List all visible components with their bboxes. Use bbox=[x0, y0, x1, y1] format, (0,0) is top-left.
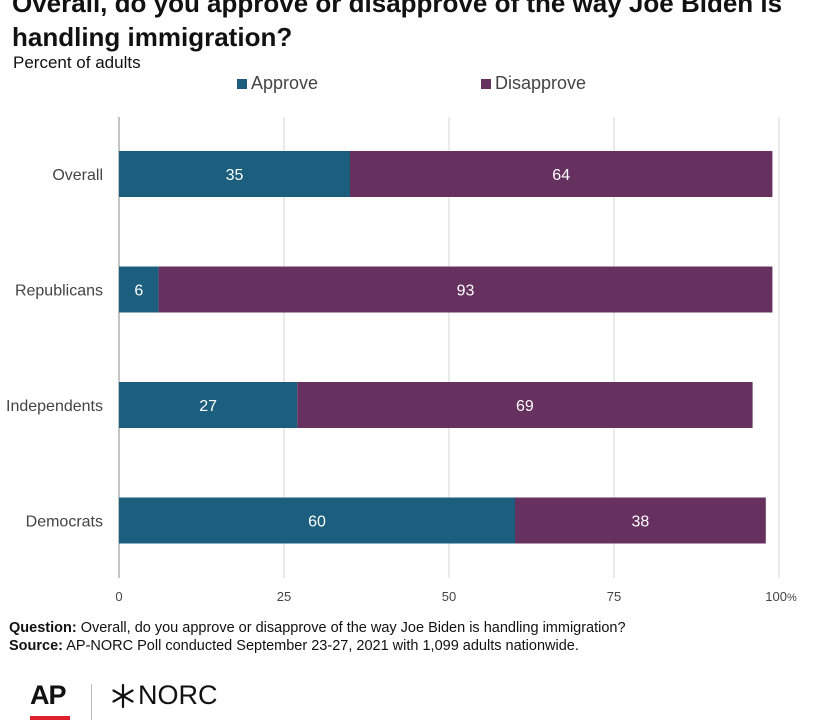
x-tick-label-50: 50 bbox=[442, 589, 456, 604]
legend-label-disapprove: Disapprove bbox=[495, 73, 587, 93]
chart-subtitle: Percent of adults bbox=[13, 53, 141, 72]
category-label-democrats: Democrats bbox=[26, 514, 103, 531]
data-label-independents-disapprove: 69 bbox=[516, 398, 534, 415]
question-label: Question: bbox=[9, 620, 77, 636]
data-label-overall-approve: 35 bbox=[226, 167, 244, 184]
footer-question: Question: Overall, do you approve or dis… bbox=[9, 620, 626, 636]
legend-label-approve: Approve bbox=[251, 73, 319, 93]
bar-independents-approve bbox=[119, 382, 298, 428]
x-tick-label-25: 25 bbox=[277, 589, 291, 604]
bar-chart: 0 25 50 75 100% Overall 35 64 Republicans 6 93 Inde… bbox=[6, 117, 797, 604]
category-label-independents: Independents bbox=[6, 398, 103, 415]
chart-title: Overall, do you approve or disapprove of… bbox=[12, 0, 783, 52]
bar-republicans-disapprove bbox=[158, 266, 773, 313]
x-tick-label-75: 75 bbox=[607, 589, 621, 604]
bar-overall-disapprove bbox=[350, 151, 773, 197]
ap-logo: AP bbox=[30, 680, 67, 710]
bar-independents-disapprove bbox=[297, 382, 753, 428]
bar-democrats-disapprove bbox=[515, 497, 766, 544]
legend-swatch-disapprove bbox=[481, 78, 491, 89]
legend-item-approve: Approve bbox=[237, 73, 318, 94]
footer-source: Source: AP-NORC Poll conducted September… bbox=[9, 638, 579, 654]
logo-divider bbox=[91, 684, 92, 720]
x-unit-label: % bbox=[787, 592, 797, 604]
category-label-overall: Overall bbox=[52, 167, 103, 184]
data-label-independents-approve: 27 bbox=[199, 398, 217, 415]
norc-logo-text: NORC bbox=[138, 680, 218, 710]
data-label-democrats-approve: 60 bbox=[308, 514, 326, 531]
data-label-overall-disapprove: 64 bbox=[552, 167, 570, 184]
data-label-democrats-disapprove: 38 bbox=[632, 514, 650, 531]
norc-logo: NORC bbox=[110, 680, 218, 711]
category-label-republicans: Republicans bbox=[15, 283, 103, 300]
legend: Approve Disapprove bbox=[0, 73, 818, 95]
source-text: AP-NORC Poll conducted September 23-27, … bbox=[66, 638, 579, 654]
norc-star-icon bbox=[112, 683, 134, 708]
question-text: Overall, do you approve or disapprove of… bbox=[80, 620, 626, 636]
legend-item-disapprove: Disapprove bbox=[481, 73, 586, 94]
legend-swatch-approve bbox=[237, 78, 247, 89]
bar-overall-approve bbox=[119, 151, 350, 197]
bar-democrats-approve bbox=[119, 497, 515, 544]
data-label-republicans-disapprove: 93 bbox=[457, 283, 475, 300]
x-tick-label-100: 100% bbox=[765, 589, 797, 604]
data-label-republicans-approve: 6 bbox=[134, 283, 143, 300]
ap-logo-bar bbox=[30, 716, 70, 720]
source-label: Source: bbox=[9, 638, 63, 654]
x-tick-label-0: 0 bbox=[115, 589, 122, 604]
bar-republicans-approve bbox=[119, 266, 159, 313]
